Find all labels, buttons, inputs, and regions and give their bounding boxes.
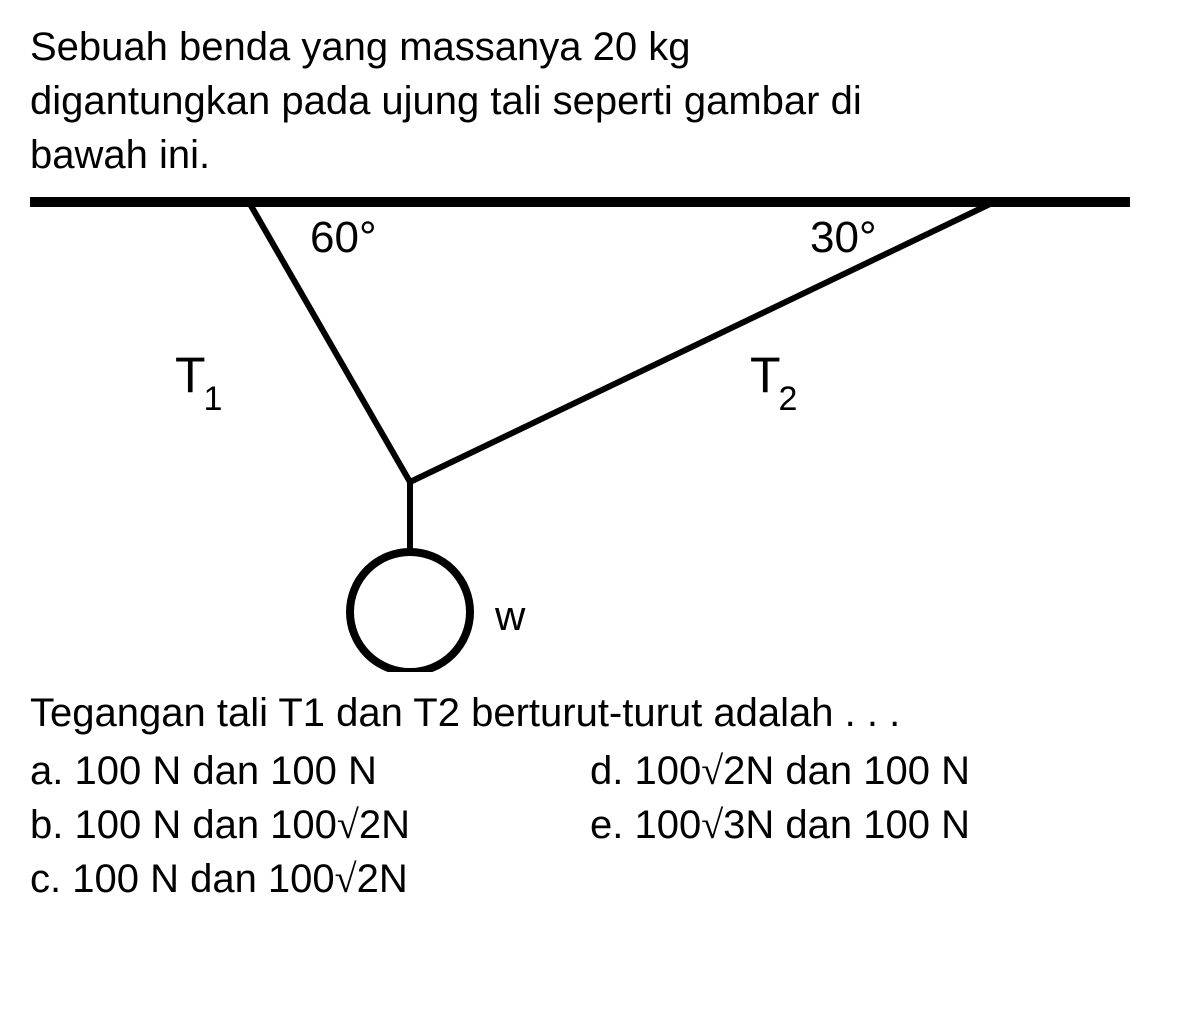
diagram-svg: 60° 30° T1 T2 w (30, 192, 1130, 672)
option-d: d. 100√2N dan 100 N (590, 744, 1154, 798)
options-row-2: b. 100 N dan 100√2N e. 100√3N dan 100 N (30, 798, 1154, 852)
option-d-post: 2N dan 100 N (723, 749, 970, 793)
answer-options: a. 100 N dan 100 N d. 100√2N dan 100 N b… (30, 744, 1154, 906)
option-e: e. 100√3N dan 100 N (590, 798, 1154, 852)
question-line-2: digantungkan pada ujung tali seperti gam… (30, 74, 1154, 128)
question-text: Sebuah benda yang massanya 20 kg digantu… (30, 20, 1154, 182)
option-b-pre: b. 100 N dan 100 (30, 803, 337, 847)
w-label: w (494, 592, 526, 639)
weight-circle (350, 552, 470, 672)
option-a-text: a. 100 N dan 100 N (30, 749, 377, 793)
rope-t2 (410, 204, 990, 482)
option-c-sqrt: √ (335, 856, 357, 901)
angle-60-label: 60° (310, 213, 377, 262)
angle-30-label: 30° (810, 213, 877, 262)
option-e-sqrt: √ (701, 802, 723, 847)
physics-diagram: 60° 30° T1 T2 w (30, 192, 1130, 672)
option-b: b. 100 N dan 100√2N (30, 798, 590, 852)
option-e-post: 3N dan 100 N (723, 803, 970, 847)
options-row-3: c. 100 N dan 100√2N (30, 852, 1154, 906)
option-b-post: 2N (359, 803, 410, 847)
t1-label: T1 (175, 347, 222, 418)
option-a: a. 100 N dan 100 N (30, 744, 590, 798)
question-line-3: bawah ini. (30, 128, 1154, 182)
option-e-pre: e. 100 (590, 803, 701, 847)
option-b-sqrt: √ (337, 802, 359, 847)
options-row-1: a. 100 N dan 100 N d. 100√2N dan 100 N (30, 744, 1154, 798)
option-c: c. 100 N dan 100√2N (30, 852, 590, 906)
followup-text: Tegangan tali T1 dan T2 berturut-turut a… (30, 687, 1154, 739)
option-c-post: 2N (357, 857, 408, 901)
t2-label: T2 (750, 347, 797, 418)
option-c-pre: c. 100 N dan 100 (30, 857, 335, 901)
option-d-pre: d. 100 (590, 749, 701, 793)
option-d-sqrt: √ (701, 748, 723, 793)
question-line-1: Sebuah benda yang massanya 20 kg (30, 20, 1154, 74)
